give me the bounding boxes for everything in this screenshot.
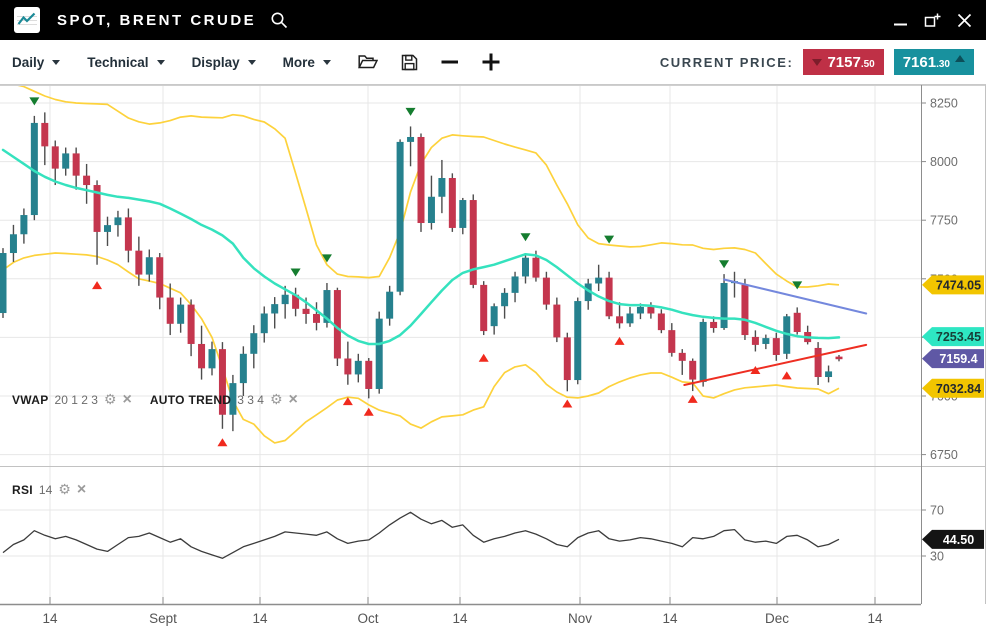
bid-price: 7157 bbox=[827, 53, 861, 71]
autotrend-settings-gear-icon[interactable]: ⚙ bbox=[269, 392, 283, 408]
app-logo-chart-icon bbox=[14, 7, 40, 33]
vwap-name: VWAP bbox=[12, 393, 49, 407]
close-icon[interactable] bbox=[957, 13, 972, 28]
zoom-out-icon[interactable] bbox=[441, 59, 459, 65]
svg-text:Oct: Oct bbox=[357, 611, 378, 626]
ask-badge: 7161 .30 bbox=[893, 49, 974, 75]
svg-text:70: 70 bbox=[930, 504, 944, 518]
svg-text:14: 14 bbox=[867, 611, 883, 626]
chevron-down-icon bbox=[52, 59, 61, 65]
rsi-remove-icon[interactable]: × bbox=[76, 481, 87, 498]
menu-more[interactable]: More bbox=[283, 55, 331, 70]
chevron-down-icon bbox=[322, 59, 331, 65]
chart-area: 8250800077507500725070006750703014Sept14… bbox=[0, 85, 986, 629]
svg-text:Nov: Nov bbox=[568, 611, 592, 626]
rsi-settings-gear-icon[interactable]: ⚙ bbox=[58, 482, 71, 498]
svg-text:7159.4: 7159.4 bbox=[939, 352, 977, 366]
svg-text:8000: 8000 bbox=[930, 155, 958, 169]
ask-price-decimals: .30 bbox=[936, 59, 950, 70]
svg-text:44.50: 44.50 bbox=[943, 533, 974, 547]
rsi-name: RSI bbox=[12, 483, 33, 497]
overlay-indicator-labels: VWAP 20 1 2 3 ⚙ × AUTO TREND 3 3 4 ⚙ × bbox=[12, 392, 298, 408]
search-icon[interactable] bbox=[270, 11, 288, 29]
autotrend-remove-icon[interactable]: × bbox=[288, 391, 298, 408]
bid-badge: 7157 .50 bbox=[803, 49, 884, 75]
title-bar: SPOT, BRENT CRUDE bbox=[0, 0, 986, 40]
rsi-indicator-label: RSI 14 ⚙ × bbox=[12, 482, 86, 498]
price-up-arrow-icon bbox=[955, 54, 965, 62]
svg-text:14: 14 bbox=[662, 611, 678, 626]
chevron-down-icon bbox=[247, 59, 256, 65]
menu-display[interactable]: Display bbox=[192, 55, 256, 70]
svg-text:14: 14 bbox=[42, 611, 58, 626]
rsi-params: 14 bbox=[38, 483, 53, 497]
bid-price-decimals: .50 bbox=[860, 59, 875, 70]
svg-text:7253.45: 7253.45 bbox=[936, 330, 981, 344]
svg-text:Sept: Sept bbox=[149, 611, 177, 626]
ask-price: 7161 bbox=[902, 53, 937, 71]
window-controls bbox=[893, 13, 972, 28]
autotrend-params: 3 3 4 bbox=[237, 393, 264, 407]
vwap-indicator-label: VWAP 20 1 2 3 ⚙ × bbox=[12, 392, 132, 408]
svg-text:6750: 6750 bbox=[930, 448, 958, 462]
vwap-remove-icon[interactable]: × bbox=[122, 391, 132, 408]
zoom-in-icon[interactable] bbox=[482, 53, 500, 71]
svg-text:30: 30 bbox=[930, 550, 944, 564]
svg-text:7474.05: 7474.05 bbox=[936, 278, 981, 292]
svg-text:Dec: Dec bbox=[765, 611, 789, 626]
symbol-title: SPOT, BRENT CRUDE bbox=[57, 11, 257, 29]
chart-canvas[interactable]: 8250800077507500725070006750703014Sept14… bbox=[0, 85, 986, 629]
vwap-settings-gear-icon[interactable]: ⚙ bbox=[103, 392, 117, 408]
open-folder-icon[interactable] bbox=[357, 54, 378, 70]
chevron-down-icon bbox=[156, 59, 165, 65]
menu-timeframe[interactable]: Daily bbox=[12, 55, 61, 70]
svg-text:14: 14 bbox=[252, 611, 268, 626]
chart-toolbar: Daily Technical Display More bbox=[0, 40, 986, 85]
autotrend-name: AUTO TREND bbox=[149, 393, 232, 407]
price-down-arrow-icon bbox=[812, 58, 823, 66]
svg-text:8250: 8250 bbox=[930, 97, 958, 111]
svg-text:7032.84: 7032.84 bbox=[936, 382, 981, 396]
minimize-icon[interactable] bbox=[893, 13, 908, 27]
save-icon[interactable] bbox=[401, 54, 418, 71]
svg-text:14: 14 bbox=[452, 611, 468, 626]
popout-window-icon[interactable] bbox=[924, 13, 941, 28]
current-price-label: CURRENT PRICE: bbox=[659, 54, 794, 70]
autotrend-indicator-label: AUTO TREND 3 3 4 ⚙ × bbox=[150, 392, 298, 408]
menu-technical[interactable]: Technical bbox=[87, 55, 165, 70]
svg-text:7750: 7750 bbox=[930, 214, 958, 228]
vwap-params: 20 1 2 3 bbox=[54, 393, 98, 407]
